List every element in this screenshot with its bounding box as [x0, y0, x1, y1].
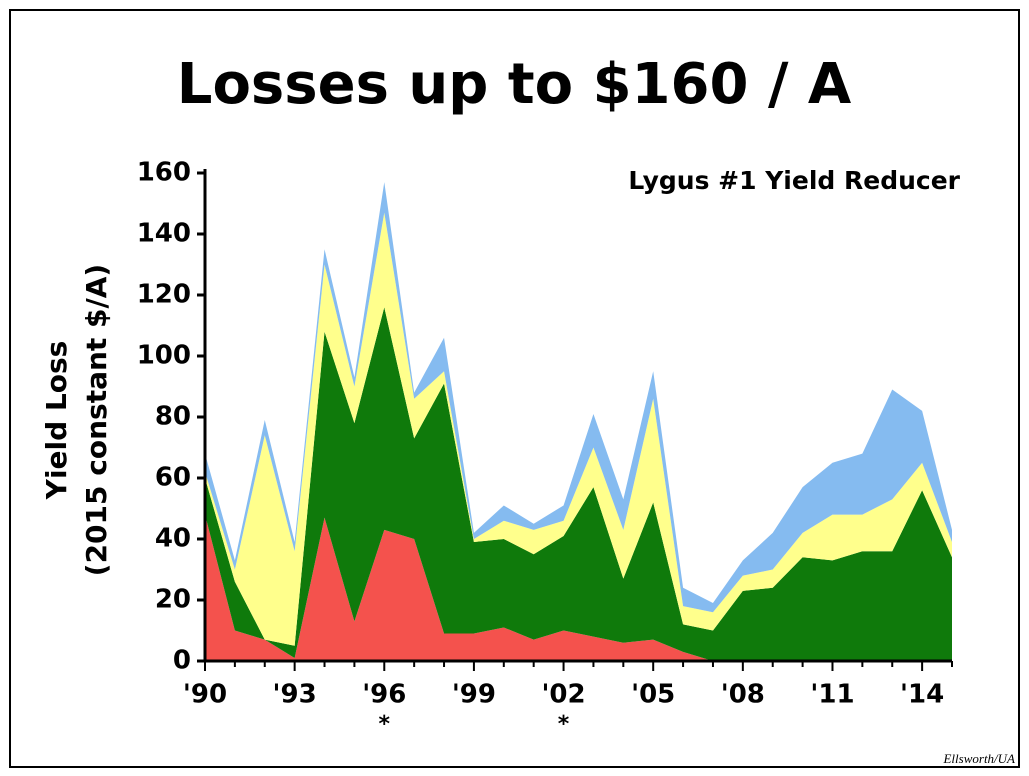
- chart: Losses up to $160 / A Lygus #1 Yield Red…: [0, 0, 1029, 776]
- plot-area: [205, 182, 952, 661]
- credit: Ellsworth/UA: [942, 751, 1015, 766]
- x-tick-label: '08: [721, 680, 765, 710]
- x-tick-label: '93: [273, 680, 317, 710]
- chart-title: Losses up to $160 / A: [177, 52, 852, 117]
- y-axis-label: Yield Loss: [40, 341, 73, 501]
- x-tick-label: '90: [183, 680, 227, 710]
- annotation: *: [379, 712, 391, 737]
- y-tick-label: 80: [155, 402, 191, 432]
- x-tick-label: '05: [631, 680, 675, 710]
- chart-subtitle: Lygus #1 Yield Reducer: [628, 166, 960, 195]
- x-tick-label: '96: [362, 680, 406, 710]
- y-tick-label: 120: [137, 280, 191, 310]
- y-tick-label: 160: [137, 158, 191, 188]
- y-tick-label: 100: [137, 341, 191, 371]
- x-tick-label: '99: [452, 680, 496, 710]
- annotation: *: [558, 712, 570, 737]
- y-tick-label: 140: [137, 219, 191, 249]
- y-tick-label: 40: [155, 524, 191, 554]
- y-tick-label: 60: [155, 463, 191, 493]
- y-axis-label: (2015 constant $/A): [80, 264, 113, 576]
- x-tick-label: '02: [541, 680, 585, 710]
- y-tick-label: 0: [173, 646, 191, 676]
- y-tick-label: 20: [155, 585, 191, 615]
- x-tick-label: '14: [900, 680, 944, 710]
- x-tick-label: '11: [810, 680, 854, 710]
